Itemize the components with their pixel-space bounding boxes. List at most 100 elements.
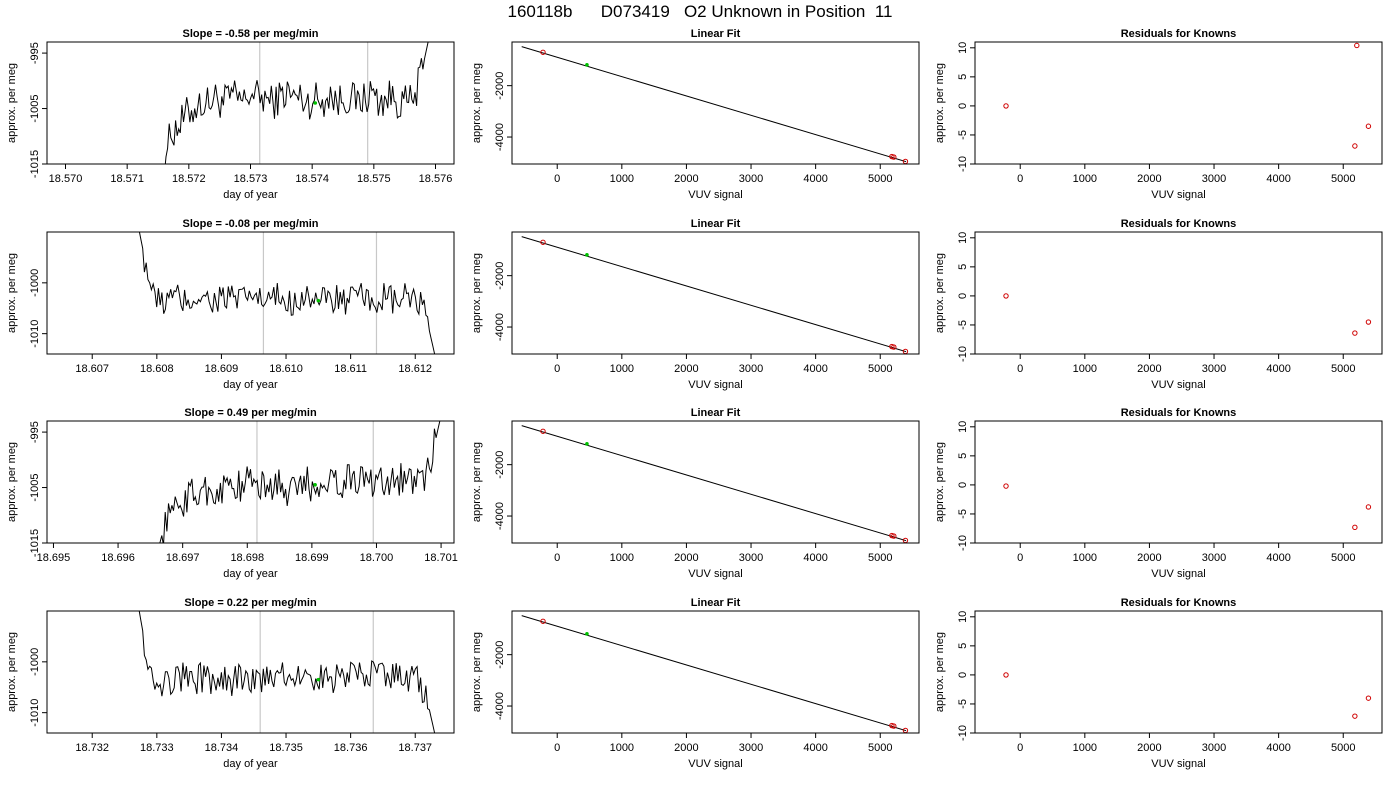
x-tick-label: 3000 [1202,363,1226,375]
y-tick-label: -1005 [29,473,41,501]
x-tick-label: 3000 [1202,742,1226,754]
x-tick-label: 1000 [610,363,634,375]
y-tick-label: -1005 [29,94,41,122]
plot-frame [974,231,1383,355]
known-point [891,154,897,160]
x-tick-label: 18.610 [269,363,303,375]
x-tick-label: 3000 [1202,552,1226,564]
x-tick-label: 18.609 [205,363,239,375]
y-tick-label: -4000 [494,502,506,530]
panel-1-1: Slope = -0.58 per meg/min 18.570 18.571 18.… [6,28,455,201]
y-tick-label: -995 [29,42,41,64]
y-tick-label: -2000 [494,262,506,290]
plot-frame [511,420,920,544]
panel-title: Residuals for Knowns [1121,218,1237,230]
unknown-point [585,63,589,67]
x-tick-label: 18.696 [101,552,135,564]
y-tick-label: -4000 [494,313,506,341]
x-tick-label: 2000 [674,742,698,754]
known-point [1365,695,1372,701]
plot-area [521,46,909,164]
fit-line [521,615,907,732]
x-tick-label: 18.607 [75,363,109,375]
x-tick-label: 2000 [674,552,698,564]
x-tick-label: 18.701 [424,552,458,564]
x-tick-label: 0 [554,363,560,375]
y-tick-label: 10 [957,232,969,244]
y-tick-label: -1000 [29,648,41,676]
panel-title: Residuals for Knowns [1121,597,1237,609]
x-tick-label: 1000 [1073,742,1097,754]
known-point [1003,293,1009,299]
x-tick-label: 1000 [610,552,634,564]
panel-2-3: Residuals for Knowns 0 1000 2000 3000 4000 500… [934,218,1383,391]
x-tick-label: 5000 [1331,173,1355,185]
x-tick-label: 5000 [868,173,892,185]
plot-frame [46,41,455,165]
fit-line [521,425,907,542]
x-tick-label: 4000 [803,363,827,375]
x-tick-label: 18.570 [49,173,83,185]
y-axis-label: approx. per meg [934,632,946,712]
x-axis-label: VUV signal [688,189,742,201]
known-point [1352,524,1358,531]
panel-3-3: Residuals for Knowns 0 1000 2000 3000 4000 500… [934,407,1383,580]
x-tick-label: 3000 [739,742,763,754]
y-tick-label: 5 [957,643,969,649]
panel-title: Residuals for Knowns [1121,407,1237,419]
x-tick-label: 18.735 [269,742,303,754]
known-point [1003,103,1009,109]
x-axis-label: day of year [223,189,278,201]
known-point [1352,713,1358,719]
y-tick-label: 5 [957,74,969,80]
x-tick-label: 0 [1017,552,1023,564]
x-axis-label: day of year [223,379,278,391]
x-tick-label: 5000 [868,552,892,564]
x-tick-label: 0 [1017,173,1023,185]
sample-point [316,298,321,303]
x-tick-label: 18.695 [37,552,71,564]
plot-area [159,421,441,543]
panel-4-2: Linear Fit 0 1000 2000 3000 4000 5000 -4000 -200… [471,597,920,770]
known-point [1365,504,1372,510]
x-tick-label: 18.612 [398,363,432,375]
x-tick-label: 2000 [1137,363,1161,375]
known-point [891,344,897,350]
y-tick-label: -10 [957,725,969,741]
plot-area [138,611,436,733]
unknown-point [585,632,589,636]
y-tick-label: -10 [957,156,969,172]
plot-frame [46,231,455,355]
x-tick-label: 1000 [610,173,634,185]
x-tick-label: 4000 [1266,173,1290,185]
x-tick-label: 3000 [739,552,763,564]
y-axis-label: approx. per meg [471,253,483,333]
y-axis-label: approx. per meg [934,63,946,143]
x-axis-label: VUV signal [688,758,742,770]
panel-title: Residuals for Knowns [1121,28,1237,40]
y-tick-label: 5 [957,264,969,270]
y-tick-label: 5 [957,453,969,459]
y-tick-label: -10 [957,535,969,551]
x-tick-label: 5000 [1331,363,1355,375]
y-tick-label: -2000 [494,72,506,100]
x-tick-label: 2000 [1137,552,1161,564]
plot-frame [511,610,920,734]
x-tick-label: 18.737 [398,742,432,754]
x-axis-label: VUV signal [1151,568,1205,580]
sample-point [313,101,318,105]
x-tick-label: 5000 [868,363,892,375]
x-tick-label: 18.608 [140,363,174,375]
x-tick-label: 18.732 [75,742,109,754]
panel-2-2: Linear Fit 0 1000 2000 3000 4000 5000 -4000 -200… [471,218,920,391]
x-tick-label: 5000 [868,742,892,754]
y-tick-label: 0 [957,672,969,678]
known-point [1365,123,1372,129]
y-tick-label: -5 [957,699,969,709]
y-tick-label: -1015 [29,529,41,557]
x-tick-label: 2000 [674,363,698,375]
plot-area [521,615,909,733]
x-tick-label: 3000 [1202,173,1226,185]
plot-frame [974,420,1383,544]
